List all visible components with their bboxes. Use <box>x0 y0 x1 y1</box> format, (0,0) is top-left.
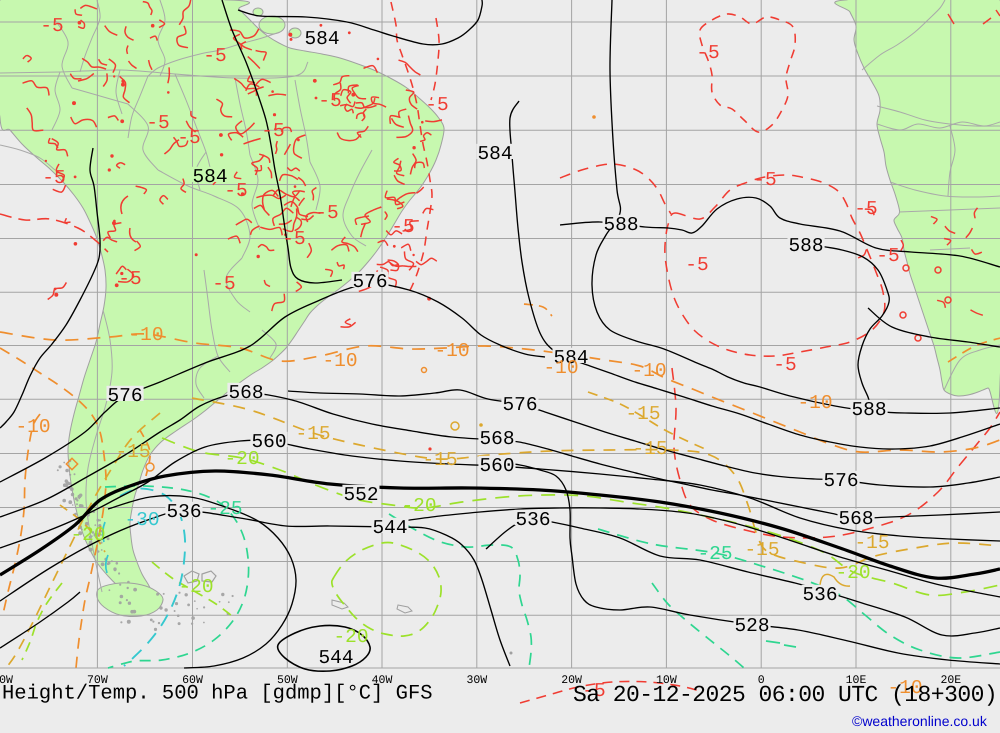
svg-text:536: 536 <box>166 501 201 523</box>
svg-text:-5: -5 <box>391 216 414 238</box>
svg-text:-15: -15 <box>625 403 660 425</box>
svg-text:10W: 10W <box>656 674 677 687</box>
svg-text:-15: -15 <box>854 532 889 554</box>
svg-text:584: 584 <box>553 347 588 369</box>
svg-text:-5: -5 <box>696 42 719 64</box>
svg-text:584: 584 <box>192 166 227 188</box>
svg-text:576: 576 <box>502 394 537 416</box>
svg-text:536: 536 <box>515 509 550 531</box>
svg-text:576: 576 <box>352 271 387 293</box>
svg-text:576: 576 <box>823 470 858 492</box>
svg-text:-15: -15 <box>632 438 667 460</box>
svg-text:584: 584 <box>477 143 512 165</box>
svg-text:-20: -20 <box>224 448 259 470</box>
svg-text:528: 528 <box>734 615 769 637</box>
svg-text:-10: -10 <box>128 324 163 346</box>
svg-text:20E: 20E <box>940 674 961 687</box>
svg-text:10E: 10E <box>846 674 867 687</box>
svg-text:Height/Temp. 500 hPa [gdmp][°C: Height/Temp. 500 hPa [gdmp][°C] GFS <box>2 683 433 706</box>
svg-text:-5: -5 <box>42 167 65 189</box>
svg-text:568: 568 <box>228 382 263 404</box>
svg-text:588: 588 <box>851 399 886 421</box>
svg-text:-10: -10 <box>543 357 578 379</box>
svg-text:-10: -10 <box>15 416 50 438</box>
svg-text:552: 552 <box>343 484 378 506</box>
svg-text:-15: -15 <box>422 449 457 471</box>
svg-text:-5: -5 <box>118 268 141 290</box>
svg-text:30W: 30W <box>466 674 487 687</box>
svg-text:544: 544 <box>318 647 353 669</box>
svg-text:-5: -5 <box>582 680 605 702</box>
svg-text:-5: -5 <box>425 94 448 116</box>
svg-text:560: 560 <box>479 455 514 477</box>
svg-text:20W: 20W <box>561 674 582 687</box>
svg-text:576: 576 <box>107 385 142 407</box>
svg-text:-5: -5 <box>282 228 305 250</box>
svg-text:Sa 20-12-2025 06:00 UTC (18+30: Sa 20-12-2025 06:00 UTC (18+300) <box>573 682 997 708</box>
svg-text:50W: 50W <box>277 674 298 687</box>
svg-text:-5: -5 <box>224 180 247 202</box>
svg-text:-15: -15 <box>295 423 330 445</box>
svg-text:©weatheronline.co.uk: ©weatheronline.co.uk <box>852 713 988 729</box>
svg-text:-25: -25 <box>207 498 242 520</box>
svg-text:-5: -5 <box>753 169 776 191</box>
svg-text:-5: -5 <box>203 45 226 67</box>
svg-text:536: 536 <box>802 584 837 606</box>
svg-text:-10: -10 <box>631 360 666 382</box>
svg-text:568: 568 <box>479 428 514 450</box>
svg-text:-5: -5 <box>773 354 796 376</box>
svg-text:-5: -5 <box>315 202 338 224</box>
svg-text:544: 544 <box>372 517 407 539</box>
svg-text:-5: -5 <box>146 112 169 134</box>
svg-text:584: 584 <box>304 28 339 50</box>
svg-text:-10: -10 <box>434 340 469 362</box>
svg-text:-5: -5 <box>876 245 899 267</box>
svg-text:588: 588 <box>603 214 638 236</box>
svg-text:-5: -5 <box>685 254 708 276</box>
svg-text:-20: -20 <box>401 495 436 517</box>
svg-text:588: 588 <box>788 235 823 257</box>
svg-text:-5: -5 <box>854 198 877 220</box>
svg-text:-30: -30 <box>124 509 159 531</box>
svg-text:70W: 70W <box>87 674 108 687</box>
svg-text:-5: -5 <box>318 90 341 112</box>
svg-text:-5: -5 <box>40 15 63 37</box>
svg-text:-20: -20 <box>178 576 213 598</box>
svg-text:80W: 80W <box>0 674 13 687</box>
svg-text:-5: -5 <box>212 273 235 295</box>
svg-text:-10: -10 <box>797 392 832 414</box>
svg-text:60W: 60W <box>182 674 203 687</box>
svg-text:-15: -15 <box>744 539 779 561</box>
svg-text:560: 560 <box>251 431 286 453</box>
svg-text:-10: -10 <box>887 677 922 699</box>
svg-text:-20: -20 <box>835 562 870 584</box>
svg-text:-20: -20 <box>70 524 105 546</box>
svg-text:0: 0 <box>758 674 765 687</box>
svg-text:40W: 40W <box>372 674 393 687</box>
svg-text:-20: -20 <box>333 626 368 648</box>
svg-text:-5: -5 <box>177 127 200 149</box>
svg-text:568: 568 <box>838 508 873 530</box>
svg-text:-10: -10 <box>322 350 357 372</box>
svg-text:-5: -5 <box>261 120 284 142</box>
svg-text:-25: -25 <box>697 543 732 565</box>
svg-text:-15: -15 <box>115 441 150 463</box>
